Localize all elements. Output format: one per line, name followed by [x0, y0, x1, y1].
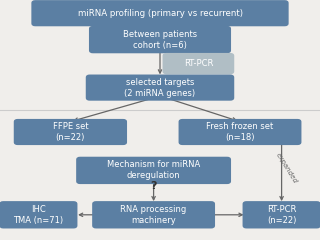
Text: miRNA profiling (primary vs recurrent): miRNA profiling (primary vs recurrent) [77, 9, 243, 18]
Text: Fresh frozen set
(n=18): Fresh frozen set (n=18) [206, 122, 274, 142]
FancyBboxPatch shape [163, 53, 234, 74]
Text: expanded: expanded [275, 152, 298, 184]
FancyBboxPatch shape [31, 0, 289, 26]
Text: selected targets
(2 miRNA genes): selected targets (2 miRNA genes) [124, 78, 196, 98]
FancyBboxPatch shape [179, 119, 301, 145]
Text: Between patients
cohort (n=6): Between patients cohort (n=6) [123, 30, 197, 50]
Text: Mechanism for miRNA
deregulation: Mechanism for miRNA deregulation [107, 160, 200, 180]
FancyBboxPatch shape [0, 201, 77, 228]
FancyBboxPatch shape [76, 157, 231, 184]
Text: FFPE set
(n=22): FFPE set (n=22) [52, 122, 88, 142]
Text: RNA processing
machinery: RNA processing machinery [120, 205, 187, 225]
FancyBboxPatch shape [243, 201, 320, 228]
FancyBboxPatch shape [89, 26, 231, 53]
FancyBboxPatch shape [92, 201, 215, 228]
Text: IHC
TMA (n=71): IHC TMA (n=71) [13, 205, 63, 225]
Text: RT-PCR
(n=22): RT-PCR (n=22) [267, 205, 296, 225]
FancyBboxPatch shape [14, 119, 127, 145]
Text: ?: ? [150, 181, 157, 191]
FancyBboxPatch shape [86, 74, 234, 101]
Text: RT-PCR: RT-PCR [184, 59, 213, 68]
